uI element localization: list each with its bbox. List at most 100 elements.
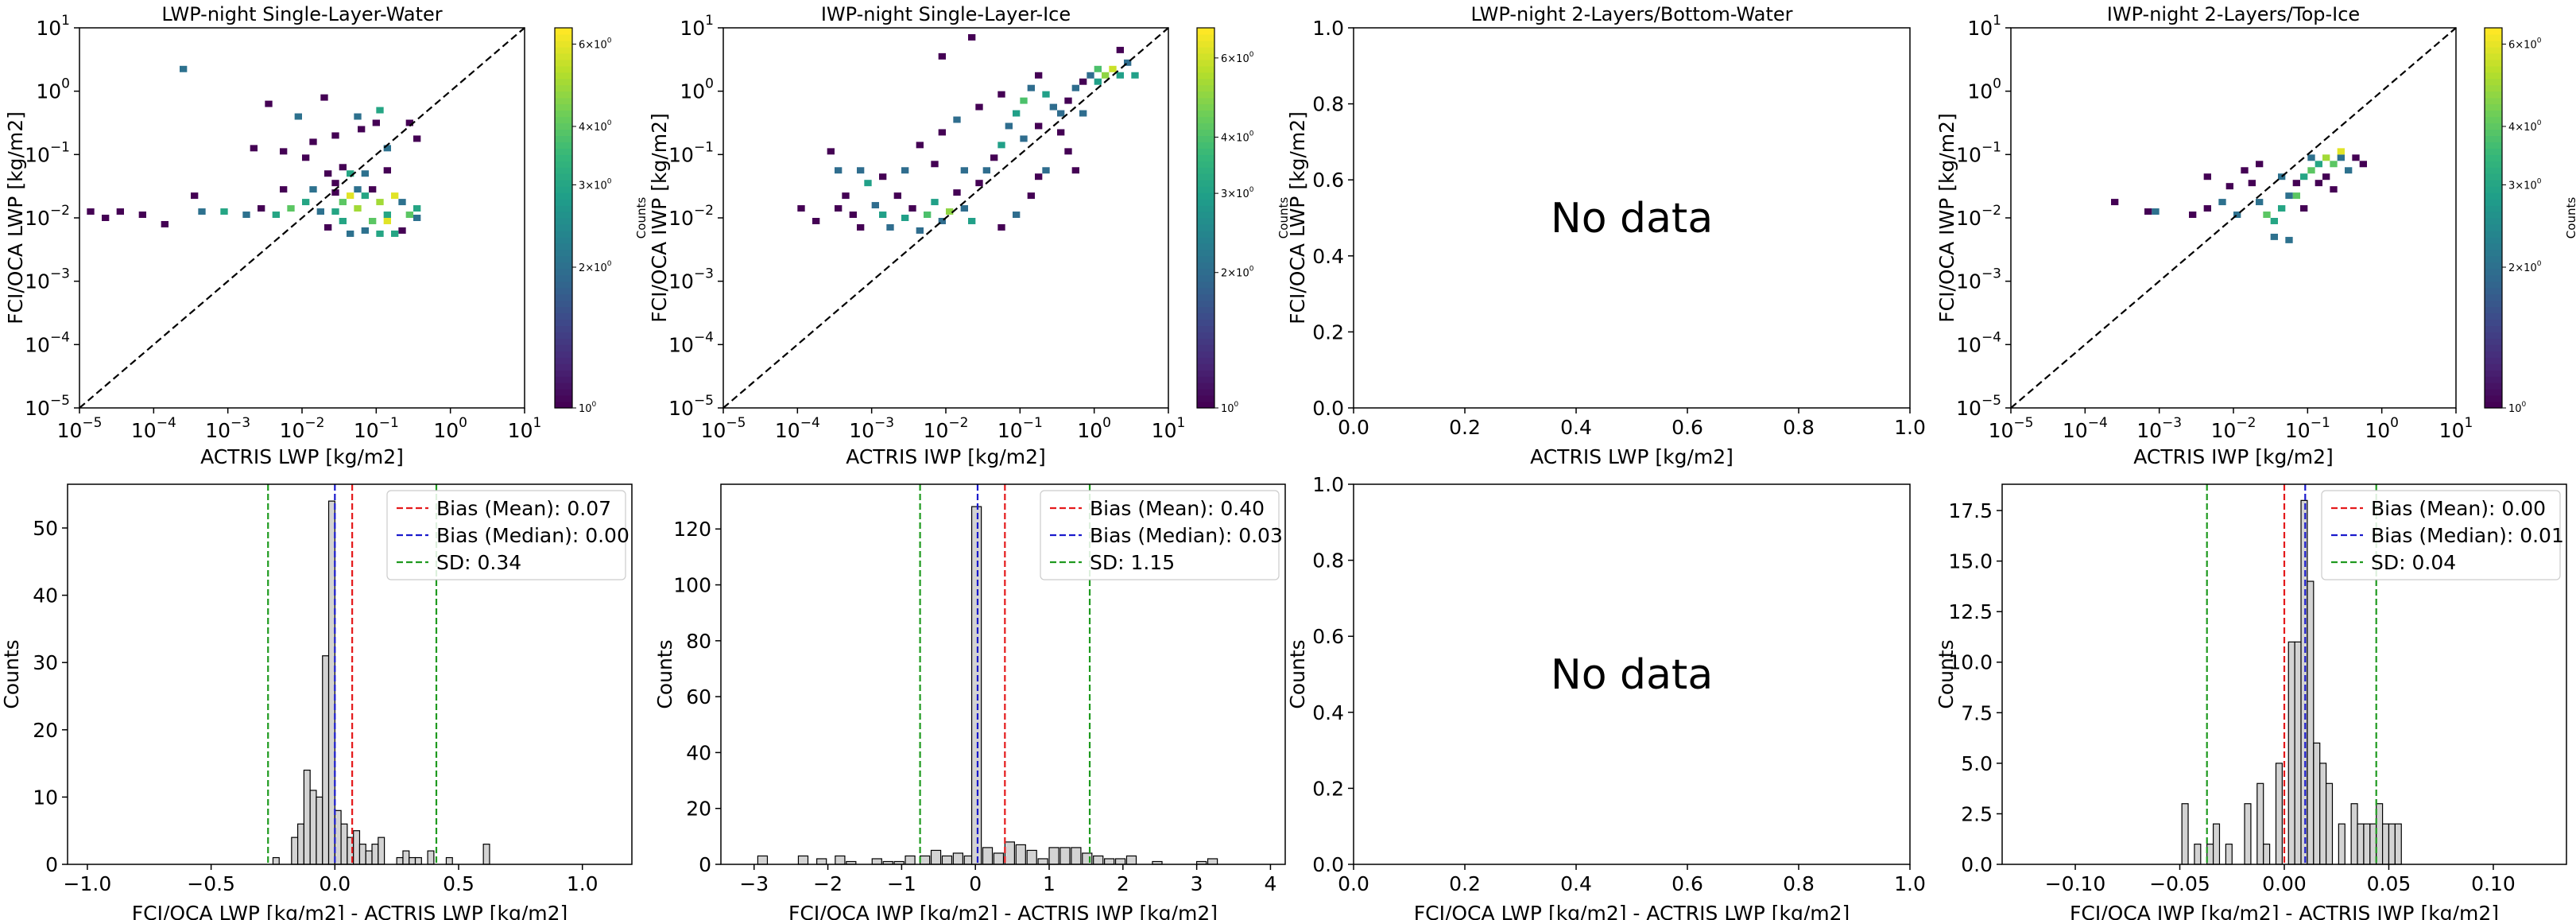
x-tick-label: 10−1 [2285,415,2330,442]
colorbar-segment [1197,357,1214,364]
y-tick-label: 1.0 [1312,473,1344,496]
colorbar-segment [555,344,572,351]
histogram-bar [816,858,827,865]
x-tick-label: 1 [1043,872,1056,895]
colorbar-segment [2485,230,2502,238]
y-tick-label: 0.0 [1961,853,1993,876]
colorbar-segment [555,173,572,181]
colorbar-segment [1197,325,1214,332]
colorbar-segment [2485,376,2502,383]
heatmap-cell [2263,212,2271,218]
colorbar-segment [555,129,572,137]
colorbar-segment [1197,142,1214,149]
heatmap-cell [383,218,391,224]
heatmap-cell [857,167,865,174]
x-tick-label: 0.00 [2262,872,2307,895]
heatmap-cell [924,212,932,218]
heatmap-cell [354,186,362,193]
legend-entry-mean: Bias (Mean): 0.07 [436,497,611,520]
colorbar-segment [555,122,572,130]
colorbar-segment [2485,103,2502,111]
histogram-bar [1071,847,1082,865]
colorbar-segment [2485,370,2502,377]
colorbar-segment [555,135,572,142]
colorbar-segment [2485,402,2502,409]
x-tick-label: 10−5 [701,415,746,442]
colorbar-segment [2485,243,2502,250]
colorbar-segment [1197,154,1214,161]
histogram-bar [303,769,311,865]
x-tick-label: 10−4 [131,415,176,442]
heatmap-cell [398,199,406,206]
heatmap-cell [982,167,990,174]
heatmap-cell [1079,78,1087,85]
histogram-bar [1015,844,1026,865]
colorbar-segment [2485,274,2502,282]
x-axis-label: FCI/OCA IWP [kg/m2] - ACTRIS IWP [kg/m2] [788,902,1218,920]
histogram-bar [1026,849,1037,865]
colorbar-segment [555,395,572,402]
heatmap-cell [2300,173,2308,181]
colorbar-segment [2485,319,2502,327]
colorbar-segment [555,59,572,67]
histogram-bar [930,849,942,865]
colorbar-segment [2485,306,2502,314]
histogram-bar [1093,855,1104,865]
colorbar-segment [2485,110,2502,118]
colorbar-segment [1197,65,1214,73]
histogram-bar [445,856,453,865]
heatmap-cell [1064,148,1072,155]
heatmap-cell [369,186,377,193]
heatmap-cell [2285,236,2293,243]
histogram-bar [2369,823,2377,865]
heatmap-cell [2337,148,2345,155]
colorbar-segment [1197,52,1214,60]
x-tick-label: 0.05 [2367,872,2411,895]
y-axis-label: Counts [1286,639,1309,708]
heatmap-cell [339,199,347,206]
histogram-bar [2376,803,2384,865]
heatmap-cell [857,223,865,231]
heatmap-cell [309,138,317,146]
colorbar-segment [555,274,572,282]
heatmap-cell [2307,167,2315,174]
x-tick-label: 0.6 [1671,872,1703,895]
x-tick-label: 10−4 [2063,415,2108,442]
colorbar-label: Counts [634,197,649,239]
y-axis-label: FCI/OCA IWP [kg/m2] [1935,113,1958,322]
histogram-bar [2256,782,2264,865]
subplot-p3: LWP-night 2-Layers/Bottom-Water 0.0 0.2 0.4… [1286,3,1926,468]
colorbar-segment [1197,268,1214,276]
colorbar-segment [1197,122,1214,130]
heatmap-cell [1042,167,1050,174]
histogram-bar [2325,782,2334,865]
y-tick-label: 80 [686,630,711,653]
heatmap-cell [1109,65,1117,72]
legend-entry-sd: SD: 0.34 [436,551,521,574]
heatmap-cell [2292,180,2300,187]
y-tick-label: 10−4 [25,329,70,356]
heatmap-cell [358,126,366,133]
colorbar-segment [2485,135,2502,142]
y-tick-label: 17.5 [1948,499,1993,522]
histogram-bar [919,855,931,865]
x-tick-label: −3 [739,872,769,895]
colorbar-frame [1196,27,1215,409]
y-tick-label: 10−3 [668,266,714,293]
histogram-bar [993,852,1005,865]
legend-entry-mean: Bias (Mean): 0.40 [1090,497,1265,520]
heatmap-cell [2248,180,2256,187]
y-tick-label: 101 [36,13,70,40]
colorbar-segment [1197,382,1214,390]
heatmap-cell [361,227,369,234]
colorbar-segment [1197,40,1214,48]
colorbar-segment [555,154,572,161]
histogram-bar [1059,847,1071,865]
identity-line [79,27,525,409]
x-tick-label: 0.4 [1560,872,1592,895]
colorbar-segment [1197,84,1214,92]
x-tick-label: 10−4 [775,415,820,442]
heatmap-cell [1087,72,1094,79]
heatmap-cell [938,129,946,136]
y-axis-label: FCI/OCA LWP [kg/m2] [1286,111,1309,324]
